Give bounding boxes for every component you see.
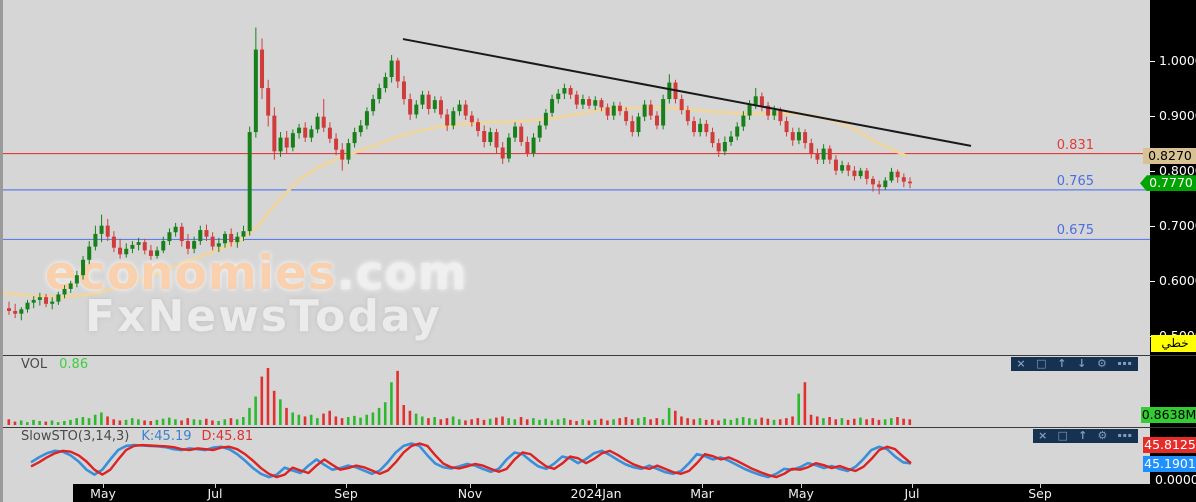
stochastic-k-badge: 45.1901 bbox=[1143, 456, 1196, 472]
volume-bars-layer bbox=[7, 368, 912, 425]
stochastic-d-value: D:45.81 bbox=[201, 429, 254, 444]
stochastic-label: SlowSTO(3,14,3) bbox=[21, 429, 130, 444]
time-axis-tick bbox=[801, 484, 802, 488]
time-axis-label: Mar bbox=[690, 486, 714, 501]
time-axis-tick bbox=[103, 484, 104, 488]
time-axis-label: Nov bbox=[457, 486, 483, 501]
stochastic-panel[interactable]: SlowSTO(3,14,3) K:45.19 D:45.81 × □ ↑ ⚙ ▪▪▪ bbox=[3, 428, 1150, 483]
ma-value-badge: 0.8270 bbox=[1143, 147, 1196, 164]
panel-separator[interactable] bbox=[3, 427, 1196, 428]
time-axis-tick bbox=[346, 484, 347, 488]
volume-panel[interactable]: VOL 0.86 × □ ↑ ↓ ⚙ ▪▪▪ bbox=[3, 356, 1150, 427]
stochastic-toolbar: × □ ↑ ⚙ ▪▪▪ bbox=[1033, 429, 1138, 443]
stochastic-k-value: K:45.19 bbox=[141, 429, 192, 444]
price-axis-tick bbox=[1150, 115, 1155, 117]
price-axis-label: 1.0000 bbox=[1159, 52, 1196, 68]
time-axis-label: Sep bbox=[1028, 486, 1052, 501]
candles-layer[interactable] bbox=[3, 0, 1150, 355]
more-options-icon[interactable]: ▪▪▪ bbox=[1117, 360, 1133, 367]
time-axis-label: Sep bbox=[334, 486, 358, 501]
settings-gear-icon[interactable]: ⚙ bbox=[1097, 429, 1108, 442]
level-label-0.831: 0.831 bbox=[1056, 137, 1094, 153]
time-axis-tick bbox=[702, 484, 703, 488]
level-label-0.765: 0.765 bbox=[1056, 173, 1094, 189]
stochastic-lines-layer bbox=[30, 442, 912, 479]
volume-value-badge: 0.8638M bbox=[1141, 407, 1196, 423]
time-axis-tick bbox=[1040, 484, 1041, 488]
stochastic-header: SlowSTO(3,14,3) K:45.19 D:45.81 bbox=[3, 429, 1150, 444]
price-axis-tick bbox=[1150, 60, 1155, 62]
volume-header: VOL 0.86 bbox=[3, 357, 1150, 372]
stochastic-d-badge: 45.8125 bbox=[1143, 437, 1196, 453]
close-icon[interactable]: × bbox=[1016, 357, 1026, 370]
volume-toolbar: × □ ↑ ↓ ⚙ ▪▪▪ bbox=[1011, 357, 1138, 371]
more-options-icon[interactable]: ▪▪▪ bbox=[1117, 432, 1133, 439]
restore-icon[interactable]: □ bbox=[1057, 429, 1068, 442]
price-axis-tick bbox=[1150, 225, 1155, 227]
move-up-icon[interactable]: ↑ bbox=[1057, 357, 1067, 370]
time-axis-label: Jul bbox=[207, 486, 223, 501]
scale-type-badge[interactable]: خطي bbox=[1151, 335, 1196, 352]
time-axis-label: 2024Jan bbox=[570, 486, 622, 501]
volume-label: VOL bbox=[21, 357, 48, 372]
close-icon[interactable]: × bbox=[1038, 429, 1048, 442]
last-price-badge: 0.7770 bbox=[1140, 175, 1196, 192]
price-axis-tick bbox=[1150, 280, 1155, 282]
volume-value: 0.86 bbox=[59, 357, 89, 372]
level-label-0.675: 0.675 bbox=[1056, 223, 1094, 239]
time-axis-tick bbox=[912, 484, 913, 488]
time-axis-label: May bbox=[90, 486, 116, 501]
price-axis-tick bbox=[1150, 170, 1155, 172]
time-axis-label: May bbox=[788, 486, 814, 501]
panel-separator[interactable] bbox=[3, 355, 1196, 356]
stochastic-zero-label: 0.0000 bbox=[1155, 472, 1196, 487]
settings-gear-icon[interactable]: ⚙ bbox=[1096, 357, 1107, 370]
move-down-icon[interactable]: ↓ bbox=[1077, 357, 1087, 370]
time-axis-tick bbox=[470, 484, 471, 488]
time-axis-label: Jul bbox=[904, 486, 920, 501]
time-axis[interactable]: May Jul Sep Nov 2024Jan Mar May Jul Sep bbox=[73, 484, 1196, 502]
time-axis-tick bbox=[215, 484, 216, 488]
move-up-icon[interactable]: ↑ bbox=[1078, 429, 1088, 442]
time-axis-tick bbox=[596, 484, 597, 488]
main-chart-panel[interactable]: economies.com FxNewsToday 0.831 0.765 0.67… bbox=[3, 0, 1150, 355]
restore-icon[interactable]: □ bbox=[1036, 357, 1047, 370]
